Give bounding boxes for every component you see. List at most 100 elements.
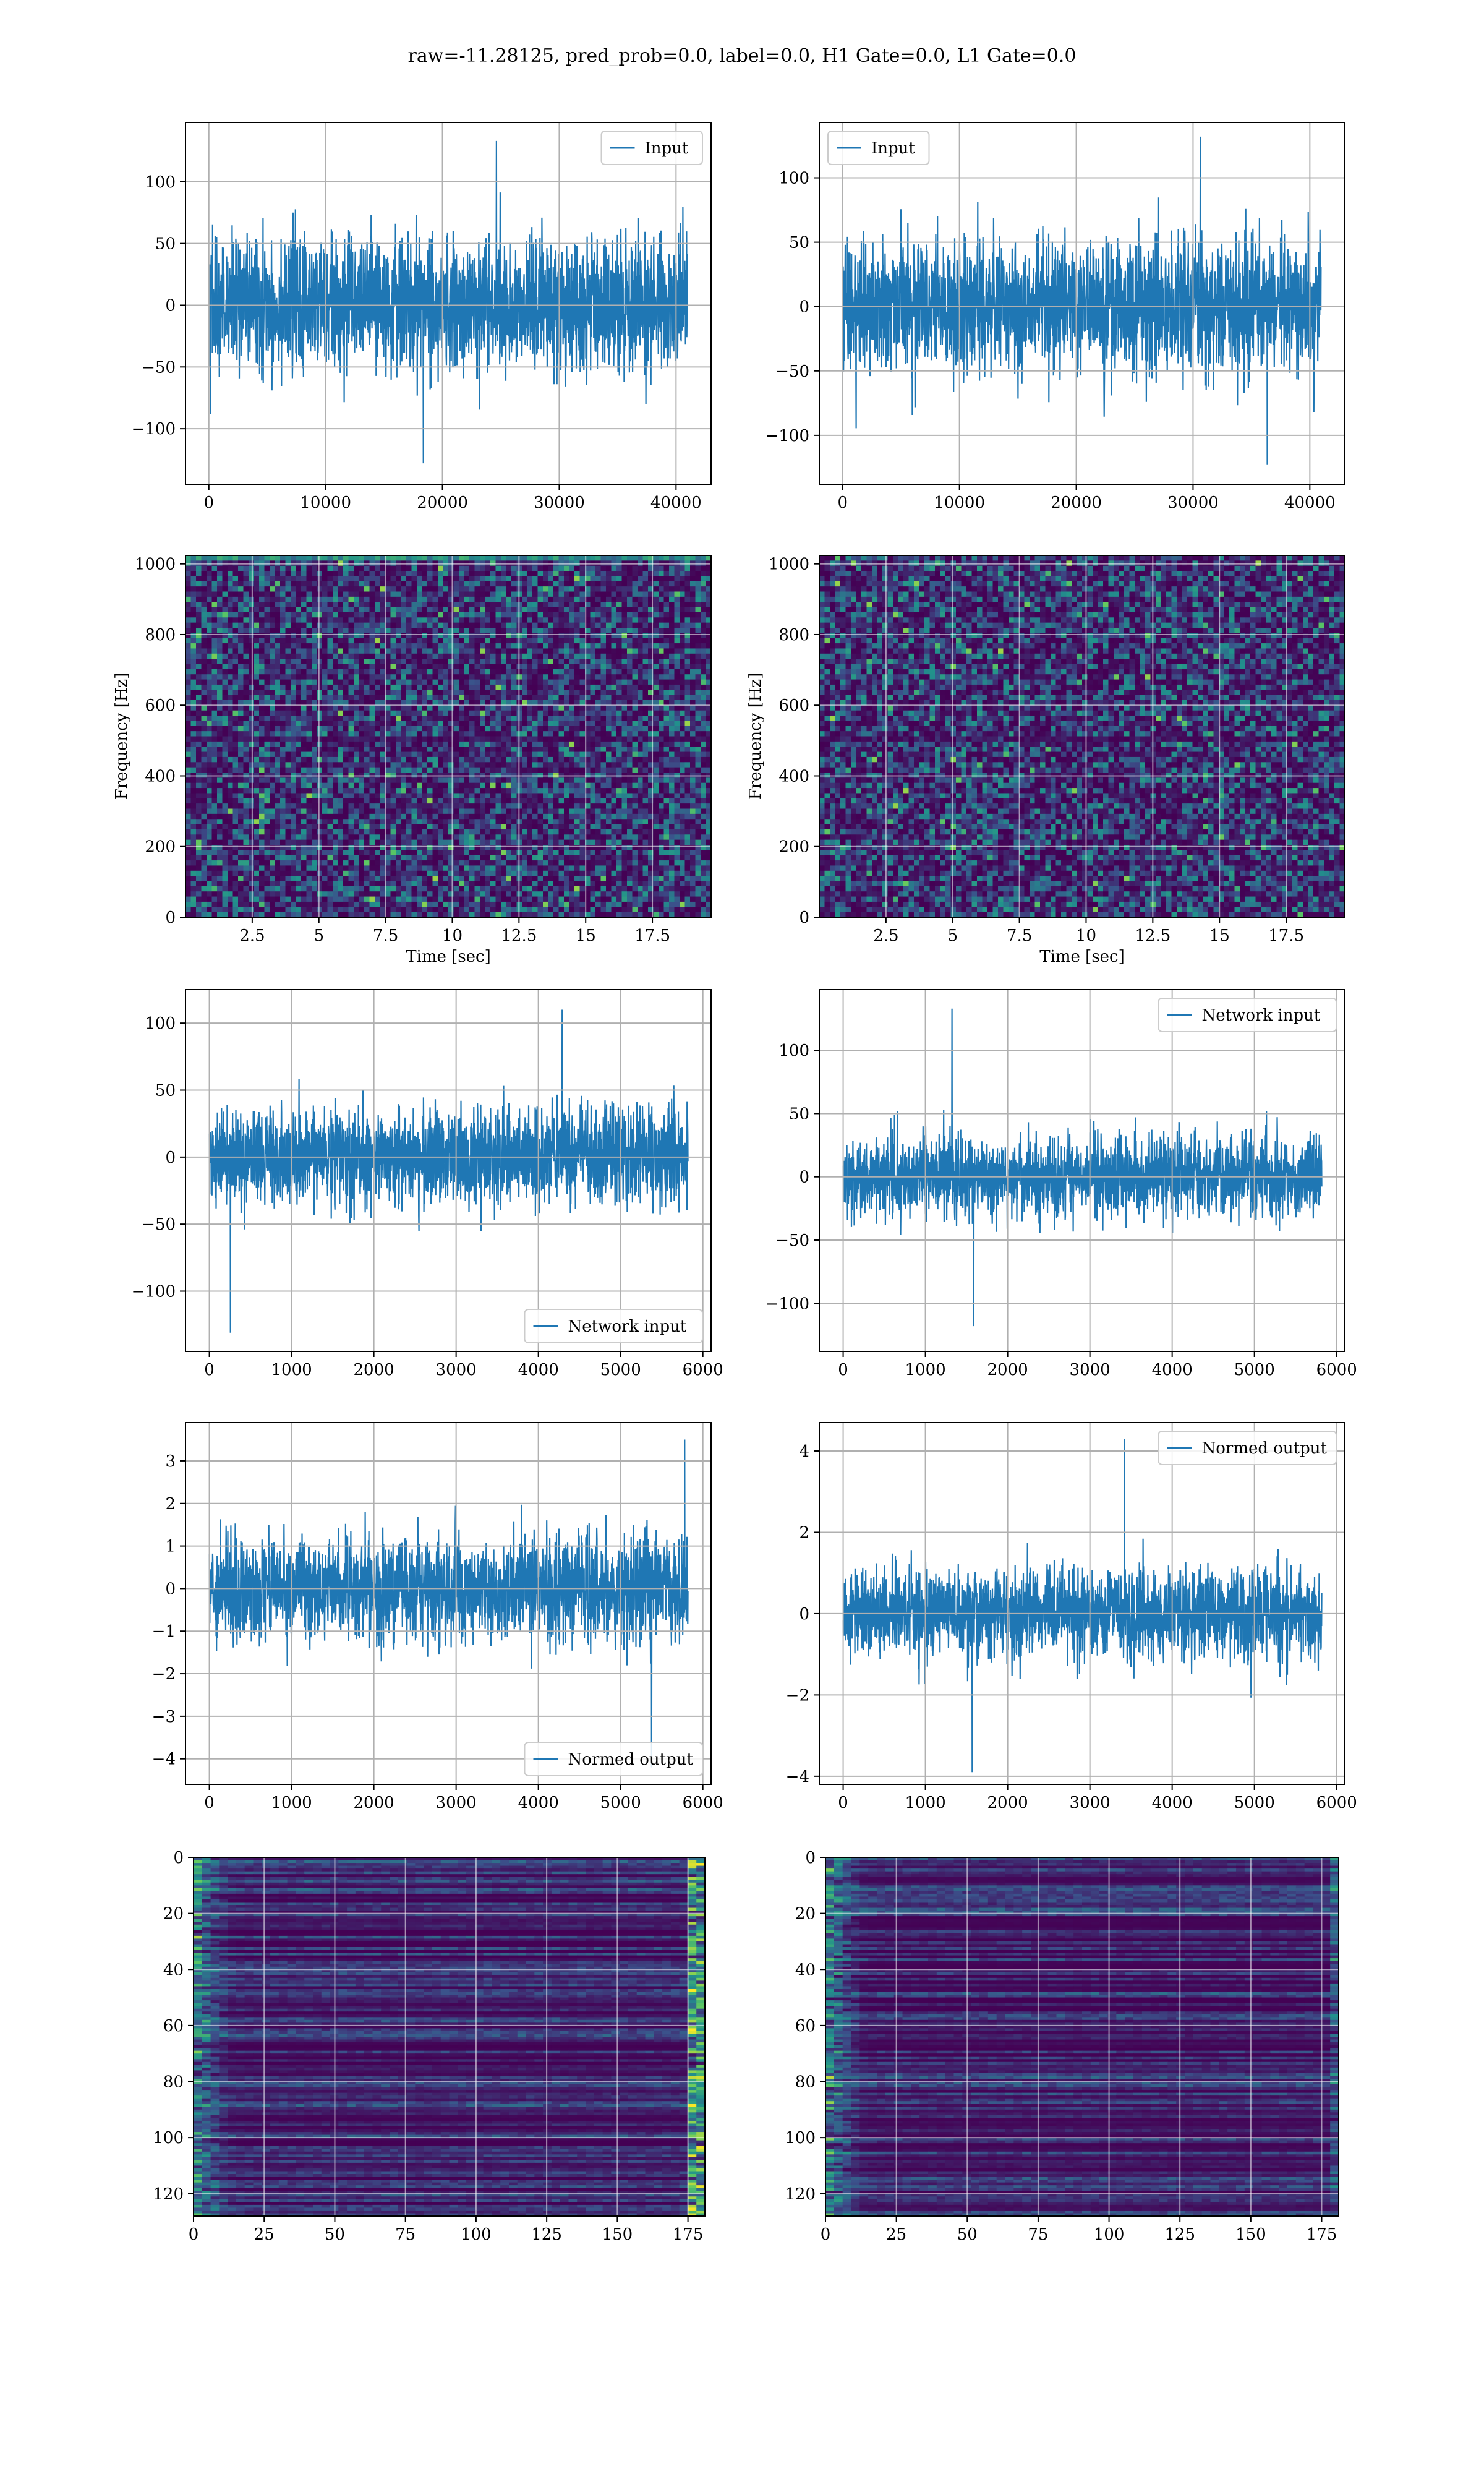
h1-spectrogram-cell: [338, 901, 344, 907]
h1-spectrogram-cell: [333, 576, 339, 582]
h1-spectrogram-cell: [228, 674, 234, 680]
h1-spectrogram-cell: [285, 813, 291, 820]
h1-spectrogram-cell: [495, 741, 501, 747]
h1-spectrogram-cell: [322, 773, 328, 778]
h1-spectrogram-cell: [495, 850, 501, 856]
h1-spectrogram-cell: [238, 876, 244, 882]
h1-spectrogram-cell: [207, 803, 213, 810]
h1-spectrogram-cell: [322, 716, 328, 722]
h1-spectrogram-cell: [338, 793, 344, 799]
h1-spectrogram-cell: [301, 834, 307, 841]
h1-spectrogram-cell: [207, 767, 213, 773]
h1-spectrogram-cell: [285, 756, 291, 763]
h1-spectrogram-cell: [422, 596, 428, 602]
h1-spectrogram-cell: [401, 581, 407, 587]
h1-spectrogram-cell: [443, 576, 449, 582]
h1-spectrogram-cell: [464, 870, 470, 876]
h1-spectrogram-cell: [401, 881, 407, 887]
h1-spectrogram-cell: [264, 741, 270, 747]
h1-spectrogram-cell: [469, 834, 475, 841]
h1-spectrogram-cell: [522, 617, 528, 623]
h1-spectrogram-cell: [322, 695, 328, 701]
h1-spectrogram-cell: [448, 581, 454, 587]
h1-spectrogram-cell: [196, 664, 202, 670]
h1-spectrogram-cell: [396, 756, 402, 763]
h1-spectrogram-cell: [543, 633, 549, 639]
h1-spectrogram-cell: [537, 819, 544, 825]
h1-spectrogram-cell: [443, 793, 449, 799]
h1-spectrogram-cell: [359, 808, 365, 815]
h1-spectrogram-cell: [438, 565, 444, 571]
h1-spectrogram-cell: [406, 679, 412, 685]
h1-spectrogram-cell: [354, 565, 360, 571]
h1-spectrogram-cell: [406, 741, 412, 747]
h1-spectrogram-cell: [270, 782, 276, 789]
h1-spectrogram-cell: [369, 648, 375, 654]
h1-spectrogram-cell: [264, 870, 270, 876]
h1-spectrogram-cell: [422, 555, 428, 561]
h1-spectrogram-cell: [485, 721, 491, 727]
h1-spectrogram-cell: [222, 721, 228, 727]
h1-spectrogram-cell: [196, 716, 202, 722]
h1-spectrogram-cell: [527, 813, 533, 820]
h1-spectrogram-cell: [201, 612, 207, 618]
h1-spectrogram-cell: [474, 565, 480, 571]
h1-spectrogram-cell: [228, 653, 234, 659]
h1-spectrogram-cell: [364, 628, 370, 633]
h1-spectrogram-cell: [527, 829, 533, 835]
h1-spectrogram-cell: [291, 705, 297, 711]
h1-spectrogram-cell: [211, 664, 218, 670]
h1-spectrogram-cell: [264, 777, 270, 784]
h1-spectrogram-cell: [501, 803, 507, 810]
h1-spectrogram-cell: [196, 586, 202, 593]
h1-spectrogram-cell: [474, 860, 480, 867]
h1-spectrogram-cell: [480, 839, 486, 845]
h1-spectrogram-cell: [232, 767, 239, 773]
h1-spectrogram-cell: [453, 865, 459, 871]
h1-spectrogram-cell: [306, 767, 312, 773]
h1-spectrogram-cell: [186, 591, 192, 597]
h1-spectrogram-cell: [270, 664, 276, 670]
h1-spectrogram-cell: [249, 695, 255, 701]
h1-spectrogram-cell: [238, 751, 244, 758]
h1-spectrogram-cell: [401, 762, 407, 768]
h1-spectrogram-cell: [238, 596, 244, 602]
h1-spectrogram-cell: [291, 659, 297, 665]
h1-spectrogram-cell: [396, 653, 402, 659]
h1-spectrogram-cell: [501, 643, 507, 649]
h1-spectrogram-cell: [306, 581, 312, 587]
h1-spectrogram-cell: [186, 907, 192, 913]
h1-spectrogram-cell: [411, 710, 417, 716]
h1-spectrogram-cell: [522, 576, 528, 582]
h1-spectrogram-cell: [464, 571, 470, 577]
h1-spectrogram-cell: [333, 628, 339, 633]
h1-spectrogram-cell: [532, 648, 539, 654]
h1-spectrogram-cell: [254, 773, 260, 778]
h1-spectrogram-cell: [343, 777, 349, 784]
h1-spectrogram-cell: [422, 695, 428, 701]
h1-spectrogram-cell: [364, 782, 370, 789]
h1-spectrogram-cell: [343, 695, 349, 701]
h1-spectrogram-cell: [411, 813, 417, 820]
h1-spectrogram-cell: [312, 850, 318, 856]
h1-spectrogram-cell: [254, 596, 260, 602]
h1-spectrogram-cell: [201, 679, 207, 685]
h1-spectrogram-cell: [469, 824, 475, 830]
h1-spectrogram-cell: [459, 684, 465, 690]
h1-spectrogram-cell: [196, 633, 202, 639]
h1-spectrogram-cell: [317, 855, 323, 861]
h1-spectrogram-cell: [228, 762, 234, 768]
h1-spectrogram-cell: [411, 716, 417, 722]
h1-spectrogram-cell: [243, 612, 249, 618]
h1-spectrogram-cell: [453, 860, 459, 867]
h1-spectrogram-cell: [211, 756, 218, 763]
h1-spectrogram-cell: [532, 824, 539, 830]
h1-spectrogram-cell: [312, 870, 318, 876]
h1-spectrogram-cell: [375, 865, 381, 871]
h1-spectrogram-cell: [312, 617, 318, 623]
h1-spectrogram-cell: [201, 684, 207, 690]
h1-spectrogram-cell: [480, 653, 486, 659]
h1-spectrogram-cell: [522, 756, 528, 763]
h1-spectrogram-cell: [448, 912, 454, 917]
h1-spectrogram-cell: [190, 726, 197, 732]
